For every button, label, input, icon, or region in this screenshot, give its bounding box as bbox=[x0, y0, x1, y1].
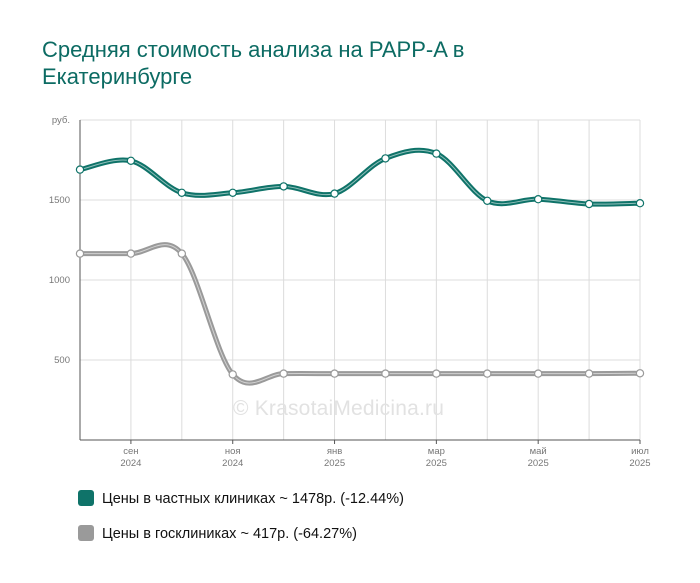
series bbox=[75, 147, 645, 386]
data-point-private bbox=[126, 156, 136, 165]
y-tick-label: 1000 bbox=[49, 275, 70, 286]
data-point-private bbox=[432, 149, 441, 158]
data-point-public bbox=[177, 249, 187, 258]
data-point-private bbox=[533, 194, 543, 204]
series-line-public bbox=[77, 242, 643, 386]
data-point-public bbox=[228, 370, 237, 379]
legend-label-private: Цены в частных клиниках ~ 1478р. (-12.44… bbox=[102, 491, 404, 507]
data-point-private bbox=[483, 196, 492, 205]
data-point-public bbox=[432, 369, 441, 378]
chart-title: Средняя стоимость анализа на PAPP-A в Ек… bbox=[42, 37, 465, 89]
data-point-public bbox=[279, 369, 288, 378]
data-point-public bbox=[330, 369, 339, 378]
data-point-public bbox=[75, 249, 85, 258]
data-point-public bbox=[584, 369, 594, 378]
x-tick-month: мар bbox=[428, 446, 445, 457]
data-point-private bbox=[584, 199, 594, 209]
x-tick-year: 2025 bbox=[629, 458, 650, 469]
data-point-private bbox=[279, 182, 288, 191]
x-tick-year: 2025 bbox=[426, 458, 447, 469]
x-tick-year: 2025 bbox=[324, 458, 345, 469]
y-tick-label: 1500 bbox=[49, 195, 70, 206]
legend-label-public: Цены в госклиниках ~ 417р. (-64.27%) bbox=[102, 526, 357, 542]
series-line-highlight-private bbox=[79, 149, 641, 205]
x-tick-month: май bbox=[530, 446, 547, 457]
line-chart: 50010001500руб.сен2024ноя2024янв2025мар2… bbox=[49, 115, 651, 469]
x-tick-month: ноя bbox=[225, 446, 241, 457]
data-point-private bbox=[228, 188, 237, 197]
series-line-highlight-public bbox=[80, 244, 641, 384]
x-tick-month: янв bbox=[327, 446, 342, 457]
y-tick-label: 500 bbox=[54, 355, 70, 366]
data-point-public bbox=[483, 369, 492, 378]
data-point-private bbox=[330, 189, 339, 198]
x-tick-year: 2024 bbox=[120, 458, 141, 469]
legend-item-public[interactable]: Цены в госклиниках ~ 417р. (-64.27%) bbox=[78, 525, 357, 542]
x-tick-year: 2024 bbox=[222, 458, 243, 469]
watermark: © KrasotaiMedicina.ru bbox=[233, 397, 445, 420]
data-point-public bbox=[635, 369, 645, 378]
data-point-private bbox=[177, 188, 187, 197]
data-point-private bbox=[635, 198, 645, 208]
x-tick-month: июл bbox=[631, 446, 649, 457]
y-unit-label: руб. bbox=[52, 115, 70, 126]
x-tick-year: 2025 bbox=[528, 458, 549, 469]
data-point-public bbox=[533, 369, 543, 378]
x-tick-month: сен bbox=[123, 446, 138, 457]
legend-swatch-private bbox=[78, 490, 94, 506]
legend-swatch-public bbox=[78, 525, 94, 541]
data-point-public bbox=[126, 249, 136, 258]
data-point-private bbox=[381, 154, 390, 163]
axes: 50010001500руб.сен2024ноя2024янв2025мар2… bbox=[49, 115, 651, 469]
grid bbox=[80, 119, 641, 440]
data-point-public bbox=[381, 369, 390, 378]
legend-item-private[interactable]: Цены в частных клиниках ~ 1478р. (-12.44… bbox=[78, 490, 404, 507]
data-point-private bbox=[75, 165, 85, 174]
